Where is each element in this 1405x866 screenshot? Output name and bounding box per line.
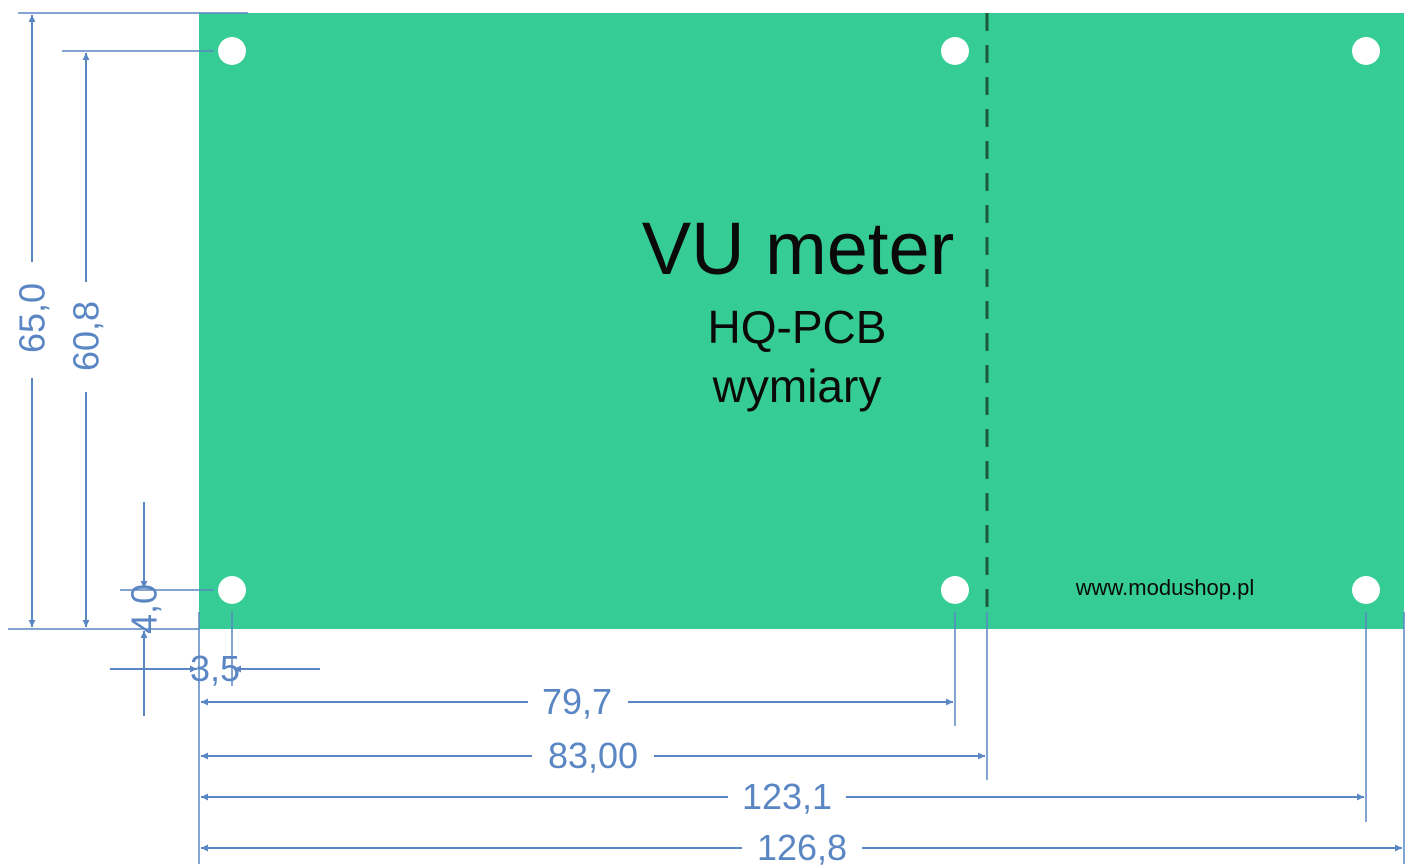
dimension-hole-span-mid: 79,7	[201, 681, 953, 722]
dimension-height-total: 65,0	[12, 15, 53, 627]
board-title: VU meter	[642, 207, 955, 290]
mounting-hole-bottom-middle	[941, 576, 969, 604]
dimension-hole-span-right-label: 123,1	[742, 776, 832, 817]
dimension-width-total: 126,8	[201, 827, 1402, 866]
website-url: www.modushop.pl	[1075, 575, 1255, 600]
dimension-cut-line: 83,00	[201, 735, 985, 776]
mounting-hole-top-right	[1352, 37, 1380, 65]
mounting-hole-bottom-left	[218, 576, 246, 604]
dimension-hole-offset-x-label: 3,5	[190, 648, 240, 689]
mounting-hole-top-left	[218, 37, 246, 65]
dimension-hole-span-right: 123,1	[201, 776, 1364, 817]
mounting-hole-bottom-right	[1352, 576, 1380, 604]
dimension-hole-span-mid-label: 79,7	[542, 681, 612, 722]
mounting-hole-top-middle	[941, 37, 969, 65]
dimension-hole-span-vertical: 60,8	[66, 53, 107, 627]
dimension-height-total-label: 65,0	[12, 283, 53, 353]
dimension-cut-line-label: 83,00	[548, 735, 638, 776]
dimension-hole-offset-x: 3,5	[110, 648, 320, 689]
pcb-board	[199, 13, 1404, 629]
dimension-hole-offset-y-label: 4,0	[124, 584, 165, 634]
dimension-width-total-label: 126,8	[757, 827, 847, 866]
dimension-hole-offset-y: 4,0	[124, 502, 165, 716]
board-caption: wymiary	[712, 360, 882, 412]
extension-lines	[8, 12, 1405, 864]
board-subtitle: HQ-PCB	[708, 301, 887, 353]
dimension-hole-span-vertical-label: 60,8	[66, 301, 107, 371]
